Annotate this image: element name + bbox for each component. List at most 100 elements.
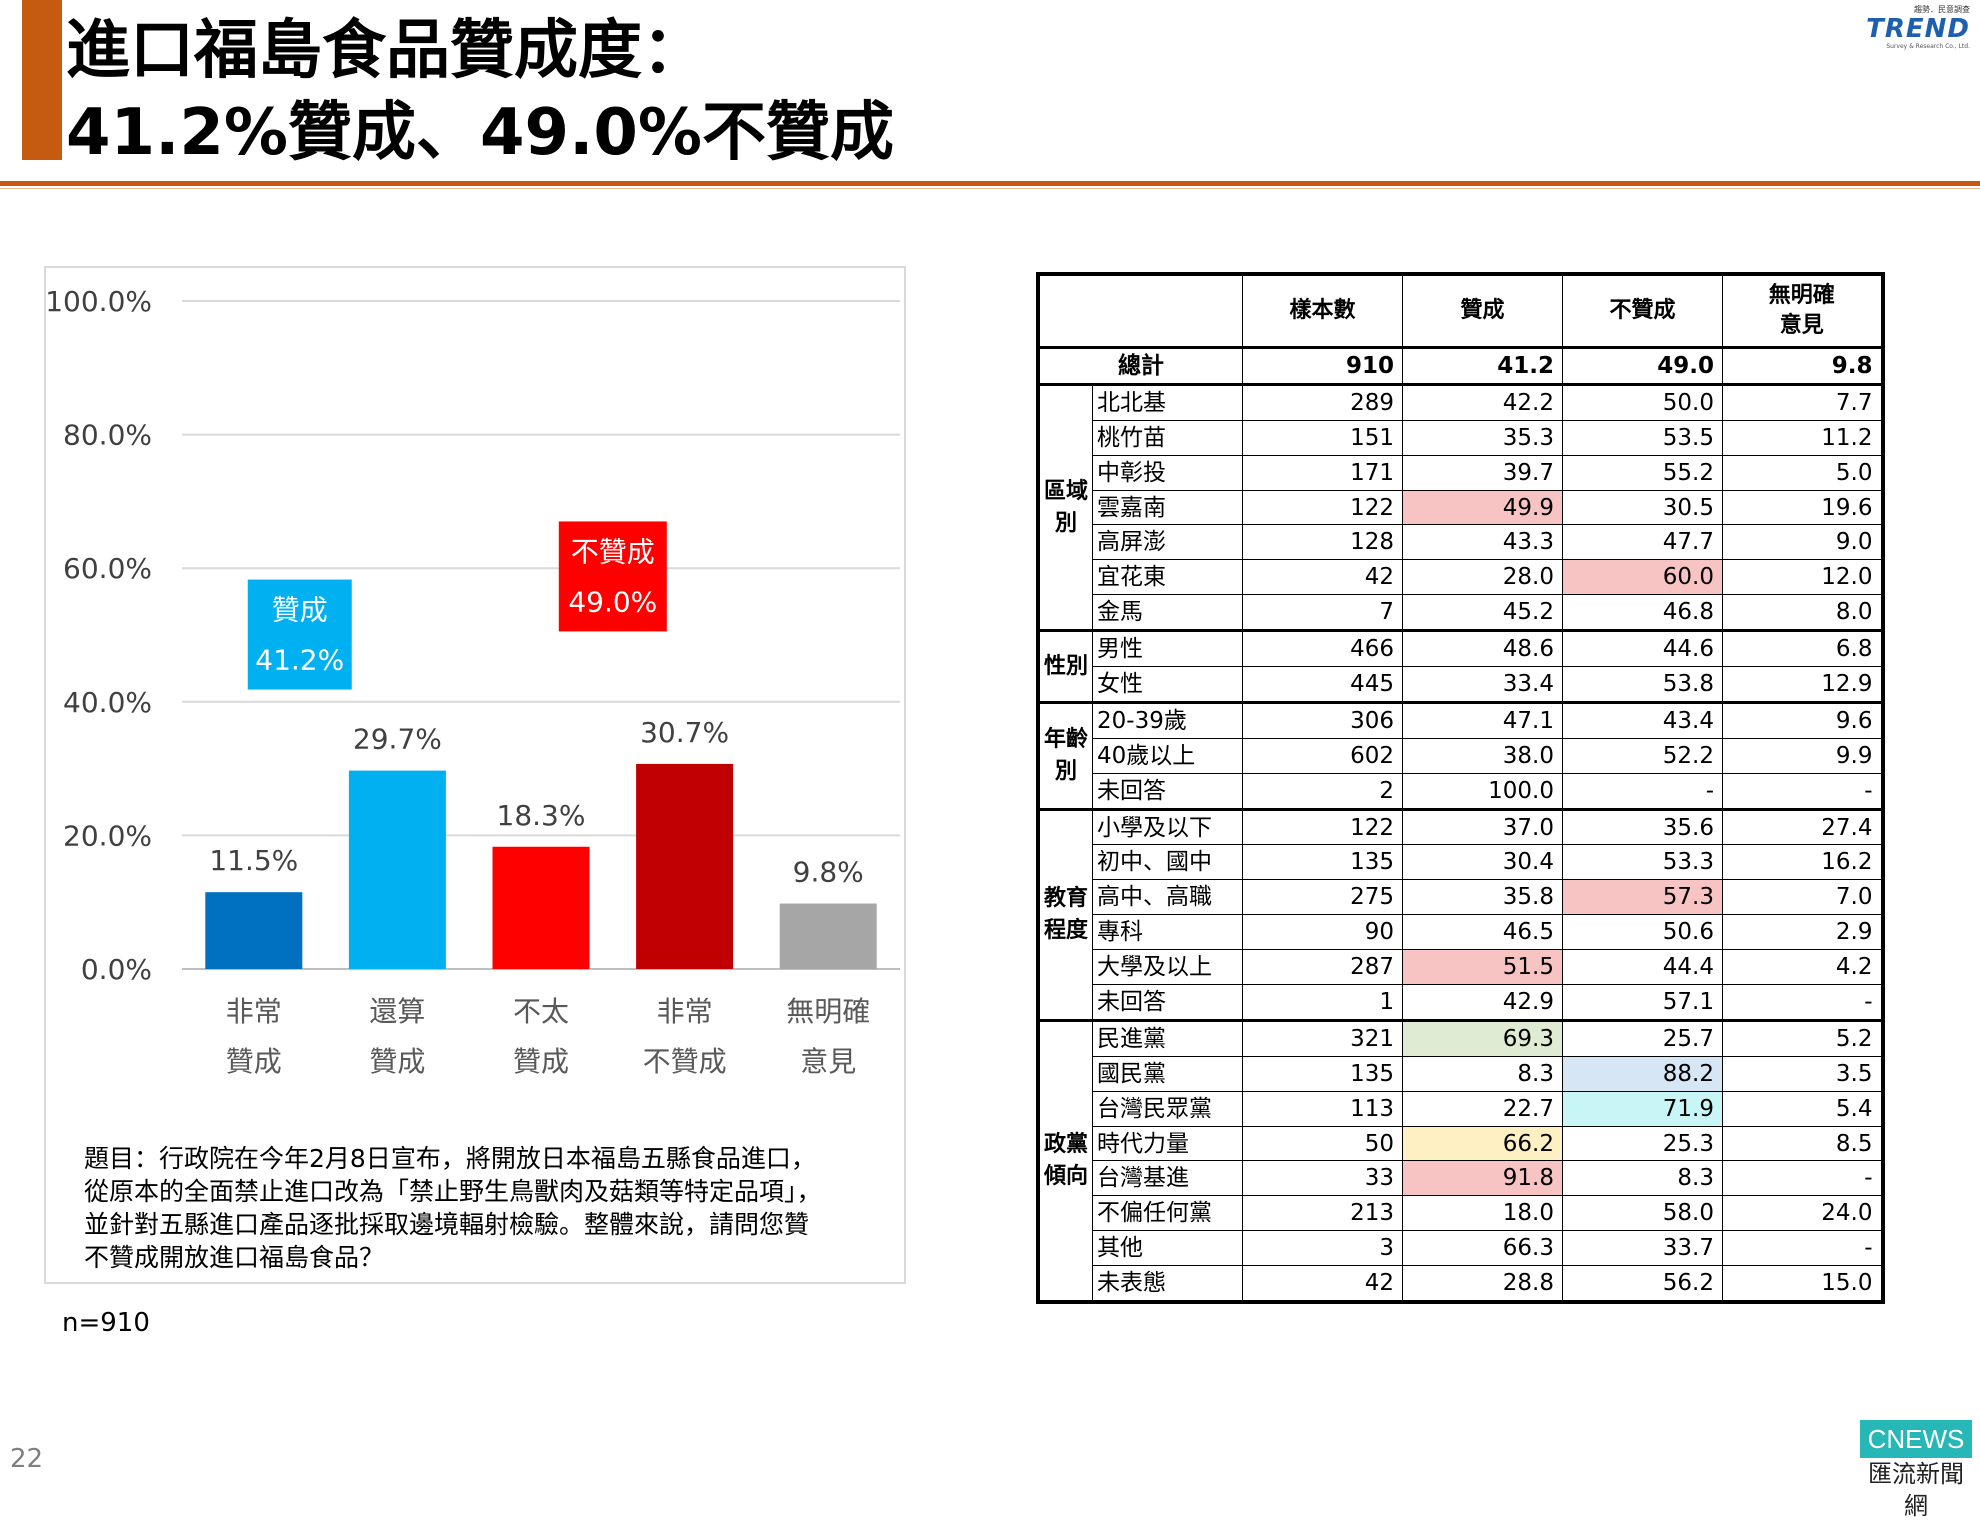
table-cell: - (1722, 984, 1883, 1021)
table-cell: 2.9 (1722, 914, 1883, 951)
table-cell: 6.8 (1722, 629, 1883, 668)
table-cell: 53.5 (1562, 419, 1723, 456)
table-cell: 35.8 (1402, 879, 1563, 916)
table-cell: 7.7 (1722, 383, 1883, 421)
table-cell: 53.3 (1562, 844, 1723, 881)
table-row: 不偏任何黨 213 18.0 58.0 24.0 (1038, 1195, 1883, 1232)
row-label: 小學及以下 (1092, 807, 1243, 846)
row-label: 高屏澎 (1092, 524, 1243, 561)
category-label: 不太 (513, 995, 569, 1028)
table-row: 女性 445 33.4 53.8 12.9 (1038, 666, 1883, 703)
question-line: 從原本的全面禁止進口改為「禁止野生鳥獸肉及菇類等特定品項」， (84, 1177, 822, 1206)
table-row: 性別 男性 466 48.6 44.6 6.8 (1037, 629, 1883, 703)
table-cell: 113 (1242, 1090, 1403, 1127)
group-label: 政黨 傾向 (1037, 1018, 1093, 1303)
table-cell: 45.2 (1402, 594, 1563, 632)
table-cell: 9.9 (1722, 737, 1883, 774)
table-cell: 66.3 (1402, 1230, 1563, 1267)
table-cell: 30.5 (1562, 489, 1723, 526)
survey-question: 題目：行政院在今年2月8日宣布，將開放日本福島五縣食品進口， 從原本的全面禁止進口… (84, 1142, 904, 1274)
table-cell: 306 (1242, 700, 1403, 739)
table-cell: 3.5 (1722, 1055, 1883, 1092)
table-cell: 5.0 (1722, 454, 1883, 491)
table-cell: 135 (1242, 1055, 1403, 1092)
data-label: 11.5% (209, 844, 298, 877)
table-cell: 9.0 (1722, 524, 1883, 561)
table-row: 未表態 42 28.8 56.2 15.0 (1038, 1265, 1883, 1303)
table-cell: 44.4 (1562, 949, 1723, 986)
sample-size: n=910 (62, 1308, 150, 1338)
table-cell: 275 (1242, 879, 1403, 916)
row-label: 中彰投 (1092, 454, 1243, 491)
chart-frame (44, 266, 906, 1284)
category-label: 意見 (800, 1045, 856, 1078)
row-label: 高中、高職 (1092, 879, 1243, 916)
row-label: 未回答 (1092, 772, 1243, 810)
table-cell: 8.3 (1402, 1055, 1563, 1092)
table-cell: 12.9 (1722, 666, 1883, 703)
table-cell: 91.8 (1402, 1160, 1563, 1197)
table-cell: 171 (1242, 454, 1403, 491)
table-cell: 56.2 (1562, 1265, 1723, 1303)
table-cell: 8.3 (1562, 1160, 1723, 1197)
bar (779, 903, 877, 969)
table-cell: 58.0 (1562, 1195, 1723, 1232)
table-row: 國民黨 135 8.3 88.2 3.5 (1038, 1055, 1883, 1092)
table-cell: 910 (1242, 347, 1403, 386)
bar (636, 763, 734, 969)
table-cell: 57.1 (1562, 984, 1723, 1021)
row-label: 桃竹苗 (1092, 419, 1243, 456)
bar (205, 892, 303, 969)
table-cell: 33 (1242, 1160, 1403, 1197)
annotation-box (247, 579, 352, 690)
table-cell: 42 (1242, 559, 1403, 596)
table-cell: 25.7 (1562, 1018, 1723, 1057)
table-row: 未回答 2 100.0- - (1038, 772, 1883, 810)
table-cell: 35.6 (1562, 807, 1723, 846)
total-label: 總計 (1037, 347, 1243, 386)
title-line-1: 進口福島食品贊成度： (66, 14, 706, 88)
row-label: 北北基 (1092, 383, 1243, 421)
table-header-row: 樣本數 贊成 不贊成 無明確 意見 (1037, 273, 1883, 349)
table-cell: 28.0 (1402, 559, 1563, 596)
table-cell: 39.7 (1402, 454, 1563, 491)
title-accent-bar (22, 0, 62, 160)
row-label: 民進黨 (1092, 1018, 1243, 1057)
question-line: 題目：行政院在今年2月8日宣布，將開放日本福島五縣食品進口， (84, 1144, 816, 1173)
table-row: 宜花東 42 28.0 60.0 12.0 (1038, 559, 1883, 596)
category-label: 無明確 (786, 995, 870, 1028)
table-cell: 42.9 (1402, 984, 1563, 1021)
table-cell: 11.2 (1722, 419, 1883, 456)
title-divider (0, 181, 1980, 186)
table-cell: 48.6 (1402, 629, 1563, 668)
table-cell: - (1722, 1230, 1883, 1267)
table-cell: 43.4 (1562, 700, 1723, 739)
watermark-bottom: 匯流新聞網 (1860, 1458, 1972, 1522)
row-label: 台灣基進 (1092, 1160, 1243, 1197)
table-cell: 289 (1242, 383, 1403, 421)
table-row: 年齡別 20-39歲 306 47.1 43.4 9.6 (1037, 700, 1883, 810)
table-row: 40歲以上 602 38.0 52.2 9.9 (1038, 737, 1883, 774)
table-cell: 122 (1242, 807, 1403, 846)
table-cell: 50.0 (1562, 383, 1723, 421)
crosstab-table: 樣本數 贊成 不贊成 無明確 意見 總計 910 41.2 49.0 9.8 區域別北北基 2… (1036, 272, 1885, 1305)
table-row: 時代力量 50 66.2 25.3 8.5 (1038, 1125, 1883, 1162)
table-cell: 100.0 (1402, 772, 1563, 810)
data-label: 30.7% (640, 716, 729, 749)
y-tick-label: 0.0% (81, 953, 152, 986)
header-no-opinion: 無明確 意見 (1722, 273, 1883, 349)
row-label: 雲嘉南 (1092, 489, 1243, 526)
row-label: 男性 (1092, 629, 1243, 668)
table-row-total: 總計 910 41.2 49.0 9.8 (1037, 347, 1883, 386)
header-sample: 樣本數 (1242, 273, 1403, 349)
table-cell: 213 (1242, 1195, 1403, 1232)
table-cell: 1 (1242, 984, 1403, 1021)
table-row: 其他 3 66.3 33.7- (1038, 1230, 1883, 1267)
table-cell: 46.8 (1562, 594, 1723, 632)
table-cell: 27.4 (1722, 807, 1883, 846)
table-cell: 50 (1242, 1125, 1403, 1162)
table-cell: - (1722, 772, 1883, 810)
table-cell: - (1562, 772, 1723, 810)
cnews-watermark: CNEWS 匯流新聞網 (1860, 1420, 1972, 1522)
row-label: 20-39歲 (1092, 700, 1243, 739)
